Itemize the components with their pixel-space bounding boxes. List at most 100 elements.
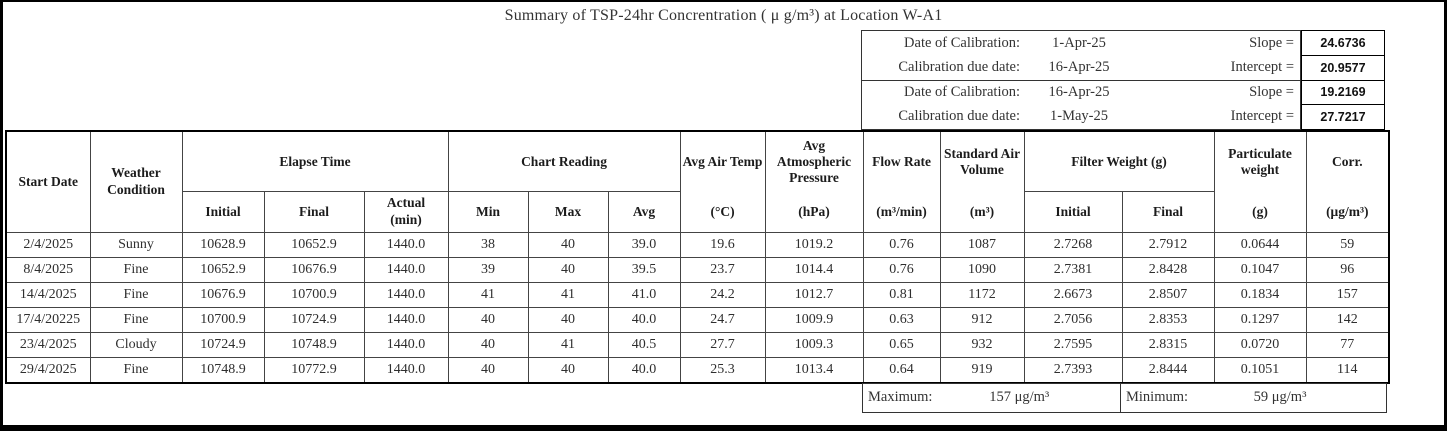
tsp-summary-table: Start Date Weather Condition Elapse Time… <box>5 130 1391 384</box>
table-cell: 0.1047 <box>1213 257 1307 283</box>
col-header-standard-air-volume: Standard Air Volume (m³) <box>939 130 1025 233</box>
table-cell: Fine <box>89 357 183 383</box>
table-cell: Fine <box>89 282 183 308</box>
col-header-corr: Corr. (μg/m³) <box>1305 130 1390 233</box>
maximum-cell: Maximum: 157 μg/m³ <box>862 382 1121 413</box>
minimum-value: 59 μg/m³ <box>1253 389 1307 405</box>
subheader-filter-final: Final <box>1121 191 1215 233</box>
col-header-start-date: Start Date <box>5 130 91 233</box>
table-cell: 0.65 <box>862 332 941 358</box>
header-unit: (m³) <box>969 204 995 219</box>
table-cell: 114 <box>1305 357 1390 383</box>
calibration-label: Date of Calibration: <box>904 84 1020 101</box>
main-table-area: Start Date Weather Condition Elapse Time… <box>5 130 1391 413</box>
table-cell: 1440.0 <box>363 282 449 308</box>
subheader-chart-min: Min <box>447 191 529 233</box>
table-cell: 59 <box>1305 232 1390 258</box>
page-title: Summary of TSP-24hr Concrentration ( μ g… <box>504 7 943 24</box>
table-cell: 2.7595 <box>1023 332 1123 358</box>
calibration-panel: Date of Calibration: 1-Apr-25 Slope = Ca… <box>861 30 1385 130</box>
table-cell: 0.1051 <box>1213 357 1307 383</box>
table-cell: 1009.9 <box>764 307 864 333</box>
calibration-param: Slope = <box>1249 34 1294 51</box>
table-cell: 932 <box>939 332 1025 358</box>
calibration-row: Date of Calibration: 1-Apr-25 Slope = <box>862 31 1300 55</box>
table-cell: 0.76 <box>862 257 941 283</box>
table-cell: 40.0 <box>607 307 681 333</box>
table-cell: 1013.4 <box>764 357 864 383</box>
table-row: 2/4/2025 Sunny 10628.9 10652.9 1440.0 38 40 39.… <box>5 232 1390 258</box>
calibration-label: Calibration due date: <box>898 58 1020 75</box>
summary-bar: Maximum: 157 μg/m³ Minimum: 59 μg/m³ <box>862 382 1388 413</box>
header-unit: (g) <box>1252 204 1268 219</box>
table-cell: 10700.9 <box>263 282 365 308</box>
table-cell: Fine <box>89 257 183 283</box>
calibration-date: 1-May-25 <box>1050 108 1108 125</box>
subheader-elapse-initial: Initial <box>181 191 265 233</box>
table-cell: 2.7912 <box>1121 232 1215 258</box>
table-cell: 27.7 <box>679 332 766 358</box>
table-cell: 10676.9 <box>263 257 365 283</box>
subheader-elapse-actual: Actual (min) <box>363 191 449 233</box>
table-cell: 0.76 <box>862 232 941 258</box>
table-cell: 40 <box>527 257 609 283</box>
calibration-param: Intercept = <box>1230 108 1294 125</box>
table-cell: 0.1297 <box>1213 307 1307 333</box>
table-cell: 1440.0 <box>363 357 449 383</box>
calibration-param: Slope = <box>1249 84 1294 101</box>
table-cell: 41 <box>527 332 609 358</box>
table-cell: 17/4/20225 <box>5 307 91 333</box>
table-cell: 10676.9 <box>181 282 265 308</box>
calibration-date: 1-Apr-25 <box>1052 34 1106 51</box>
table-cell: 29/4/2025 <box>5 357 91 383</box>
col-header-particulate-weight: Particulate weight (g) <box>1213 130 1307 233</box>
header-label: Avg Atmospheric Pressure <box>776 138 852 185</box>
table-cell: 157 <box>1305 282 1390 308</box>
col-header-avg-atmospheric-pressure: Avg Atmospheric Pressure (hPa) <box>764 130 864 233</box>
table-cell: 0.64 <box>862 357 941 383</box>
table-row: 23/4/2025 Cloudy 10724.9 10748.9 1440.0 40 41 4… <box>5 332 1390 358</box>
table-cell: 2/4/2025 <box>5 232 91 258</box>
header-label: Standard Air Volume <box>943 146 1021 177</box>
data-rows: 2/4/2025 Sunny 10628.9 10652.9 1440.0 38 40 39.… <box>5 232 1390 383</box>
table-cell: 10652.9 <box>263 232 365 258</box>
table-cell: 8/4/2025 <box>5 257 91 283</box>
table-row: 14/4/2025 Fine 10676.9 10700.9 1440.0 41 41 41.… <box>5 282 1390 308</box>
table-cell: 41 <box>447 282 529 308</box>
table-cell: 40 <box>447 332 529 358</box>
calibration-labels: Date of Calibration: 1-Apr-25 Slope = Ca… <box>861 30 1301 130</box>
table-cell: 1087 <box>939 232 1025 258</box>
table-cell: Cloudy <box>89 332 183 358</box>
col-group-elapse-time: Elapse Time <box>181 130 449 193</box>
header-label: Avg Air Temp <box>682 154 763 169</box>
table-cell: 39.0 <box>607 232 681 258</box>
minimum-label: Minimum: <box>1126 389 1189 405</box>
table-cell: 1090 <box>939 257 1025 283</box>
table-cell: 0.81 <box>862 282 941 308</box>
calibration-block-2: Date of Calibration: 16-Apr-25 Slope = C… <box>861 79 1301 130</box>
header-unit: (°C) <box>710 204 735 219</box>
table-cell: 2.8315 <box>1121 332 1215 358</box>
table-cell: 10724.9 <box>181 332 265 358</box>
table-cell: 0.63 <box>862 307 941 333</box>
table-cell: 39 <box>447 257 529 283</box>
table-cell: 1440.0 <box>363 232 449 258</box>
slope-value: 24.6736 <box>1301 30 1385 56</box>
subheader-chart-avg: Avg <box>607 191 681 233</box>
table-cell: 40 <box>527 232 609 258</box>
table-cell: 40.0 <box>607 357 681 383</box>
table-cell: 23/4/2025 <box>5 332 91 358</box>
table-cell: 912 <box>939 307 1025 333</box>
calibration-row: Calibration due date: 16-Apr-25 Intercep… <box>862 55 1300 79</box>
subheader-chart-max: Max <box>527 191 609 233</box>
table-cell: 23.7 <box>679 257 766 283</box>
table-cell: 24.7 <box>679 307 766 333</box>
table-cell: 10652.9 <box>181 257 265 283</box>
table-cell: 1172 <box>939 282 1025 308</box>
table-cell: 25.3 <box>679 357 766 383</box>
table-cell: 0.1834 <box>1213 282 1307 308</box>
table-cell: 40 <box>447 307 529 333</box>
table-cell: 2.7381 <box>1023 257 1123 283</box>
table-cell: 10748.9 <box>181 357 265 383</box>
